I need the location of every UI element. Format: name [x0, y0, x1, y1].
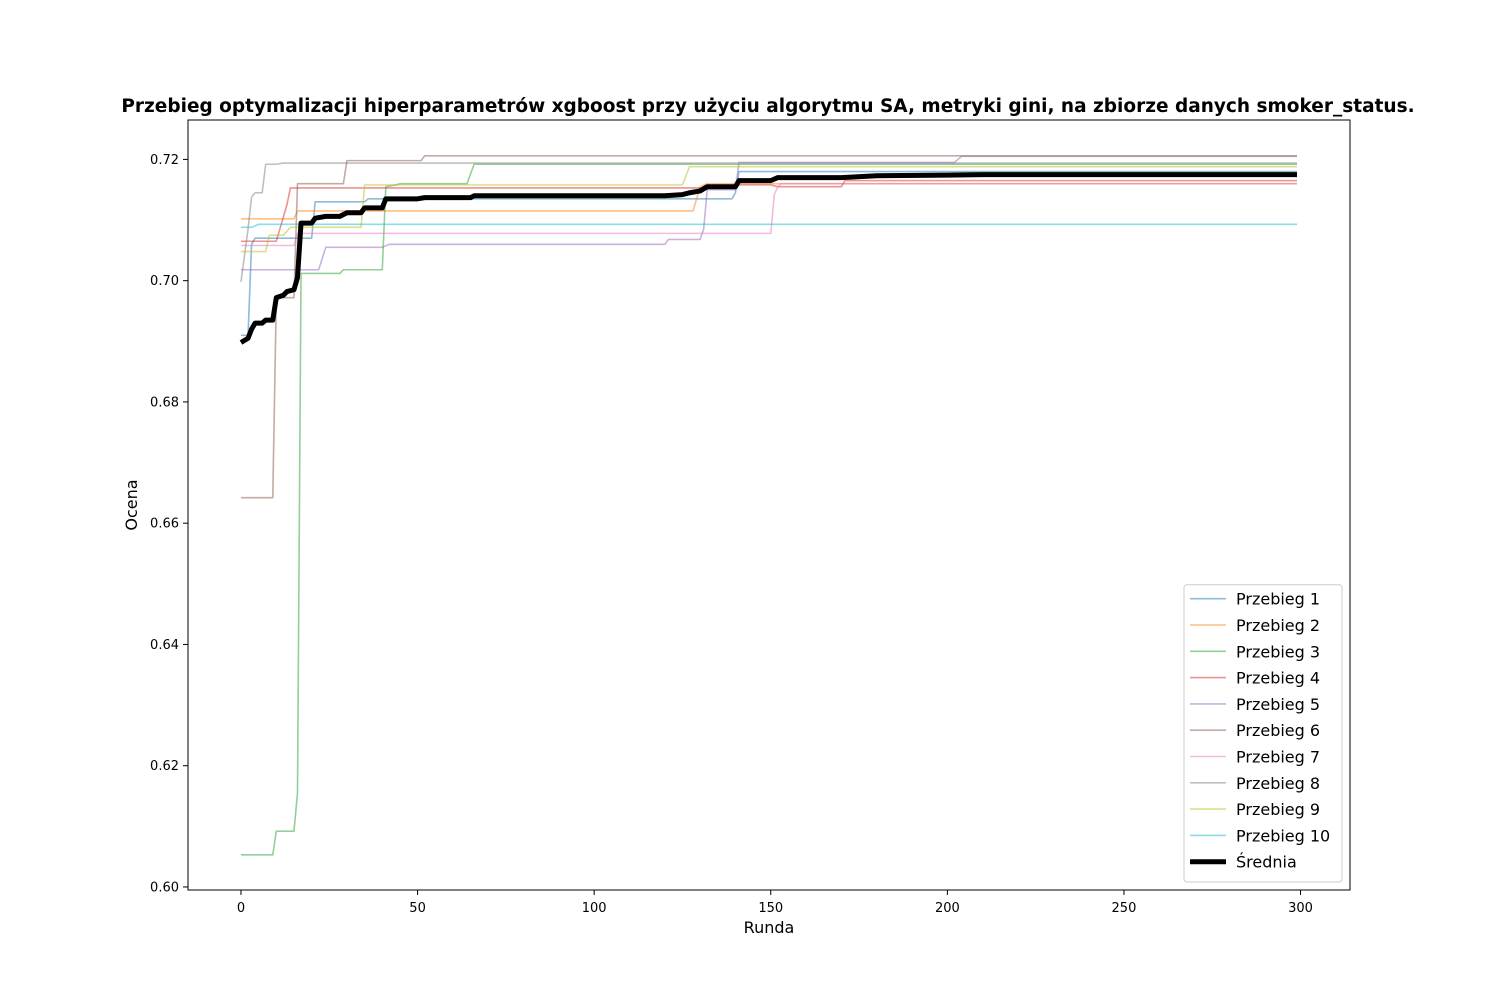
series-line-10	[240, 223, 1298, 229]
legend-entry-label: Przebieg 5	[1236, 695, 1320, 714]
legend-entry-label: Średnia	[1236, 853, 1297, 872]
legend-entry-label: Przebieg 8	[1236, 774, 1320, 793]
legend-entry-label: Przebieg 10	[1236, 826, 1330, 845]
x-tick-label: 150	[758, 901, 783, 916]
series-line-8	[240, 162, 1298, 282]
y-tick-label: 0.66	[150, 517, 179, 532]
legend-entry-label: Przebieg 4	[1236, 669, 1320, 688]
plot-area	[239, 154, 1298, 856]
series-line-1	[240, 170, 1298, 337]
x-tick-label: 50	[409, 901, 426, 916]
x-axis: 0 50 100 150 200 250 300	[237, 890, 1313, 916]
legend-frame	[1183, 584, 1343, 883]
legend-entry-label: Przebieg 3	[1236, 642, 1320, 661]
x-tick-label: 300	[1288, 901, 1313, 916]
legend-entry-label: Przebieg 6	[1236, 721, 1320, 740]
series-line-2	[240, 182, 1298, 220]
legend-entry-label: Przebieg 7	[1236, 748, 1320, 767]
legend-entry-label: Przebieg 9	[1236, 800, 1320, 819]
series-line-6	[240, 154, 1298, 499]
x-tick-label: 250	[1112, 901, 1137, 916]
series-line-9	[240, 165, 1298, 253]
legend-entry-label: Przebieg 2	[1236, 616, 1320, 635]
x-tick-label: 200	[935, 901, 960, 916]
series-line-3	[240, 163, 1298, 856]
y-tick-label: 0.60	[150, 880, 179, 895]
chart-title: Przebieg optymalizacji hiperparametrów x…	[121, 96, 1414, 117]
legend-entry-label: Przebieg 1	[1236, 590, 1320, 609]
y-tick-label: 0.62	[150, 759, 179, 774]
y-tick-label: 0.68	[150, 395, 179, 410]
y-axis-label: Ocena	[122, 479, 141, 530]
y-tick-label: 0.72	[150, 153, 179, 168]
x-axis-label: Runda	[744, 918, 795, 937]
y-tick-label: 0.64	[150, 638, 179, 653]
x-tick-label: 0	[237, 901, 245, 916]
x-tick-label: 100	[582, 901, 607, 916]
y-tick-label: 0.70	[150, 274, 179, 289]
plot-frame	[187, 119, 1351, 891]
legend: Przebieg 1 Przebieg 2 Przebieg 3 Przebieg 4…	[1183, 584, 1343, 883]
y-axis: 0.60 0.62 0.64 0.66 0.68 0.70 0.72	[150, 153, 188, 895]
series-line-7	[240, 182, 1298, 247]
series-line-11	[239, 172, 1298, 345]
